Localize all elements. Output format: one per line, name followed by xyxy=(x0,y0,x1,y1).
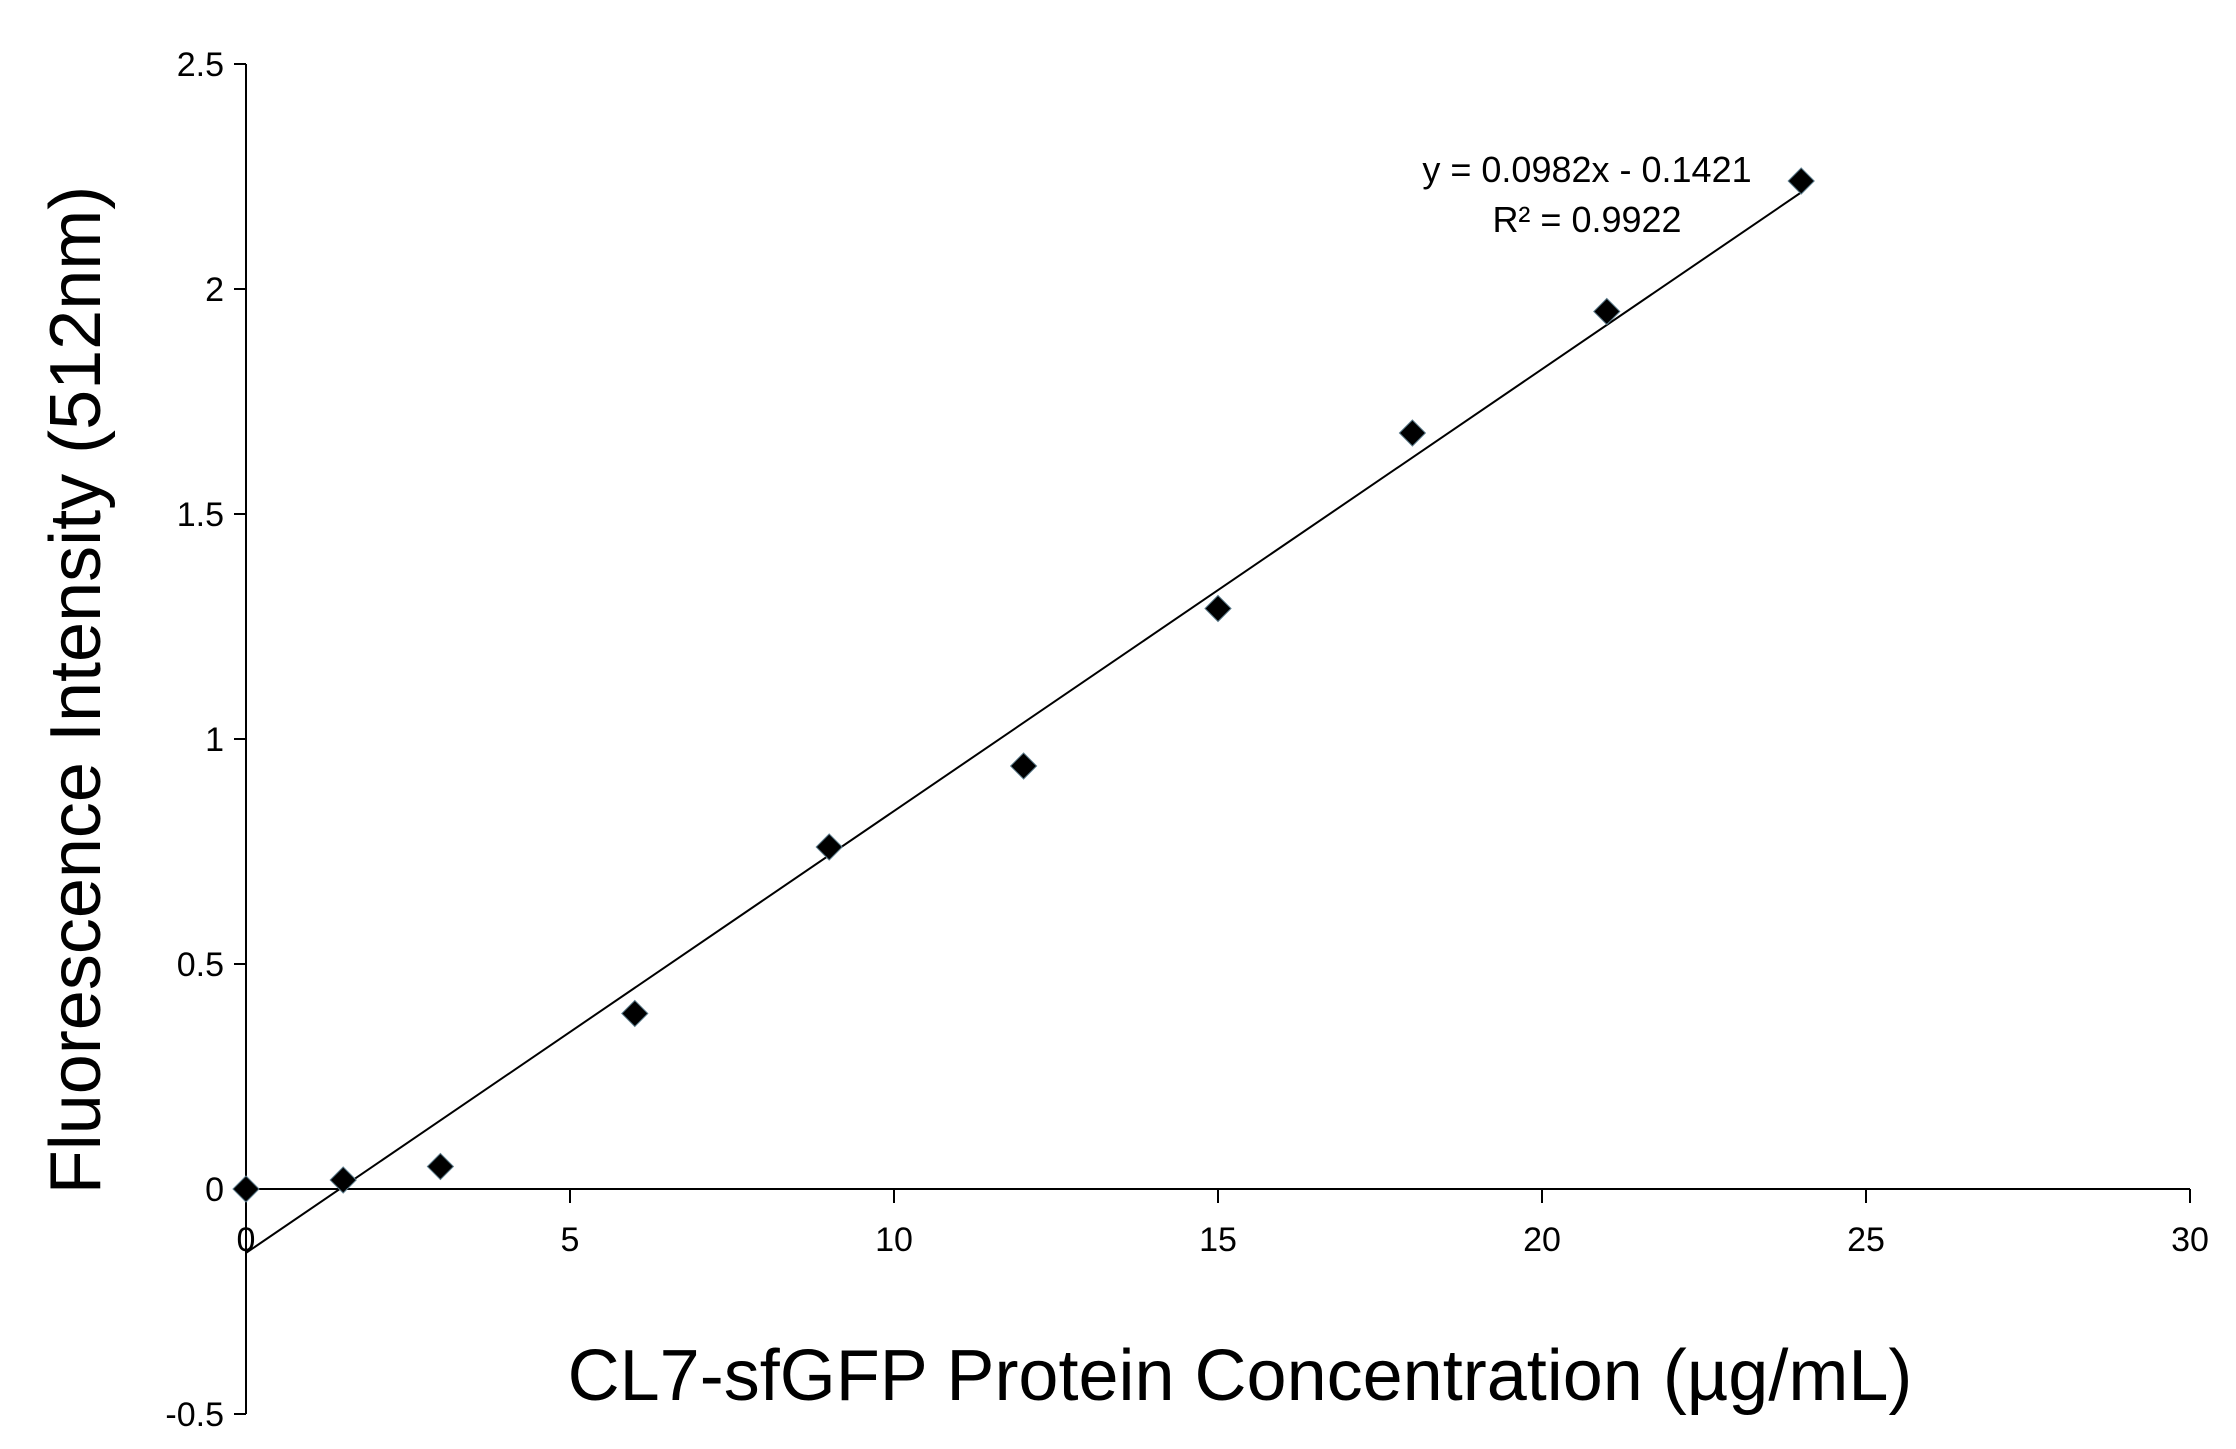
data-point xyxy=(1009,752,1038,780)
y-tick-label: 2 xyxy=(205,271,224,309)
y-tick-label: 0 xyxy=(205,1171,224,1209)
y-axis-title: Fluorescence Intensity (512nm) xyxy=(36,186,116,1194)
data-point xyxy=(815,833,843,861)
x-tick-label: 0 xyxy=(237,1221,256,1259)
x-tick-label: 25 xyxy=(1847,1221,1885,1259)
axes-layer xyxy=(245,64,2190,1414)
y-tick-label: 1.5 xyxy=(177,496,224,534)
y-tick-label: 1 xyxy=(205,721,224,759)
points-layer xyxy=(232,167,1815,1203)
data-point xyxy=(426,1152,455,1181)
data-point xyxy=(232,1175,260,1203)
trendline xyxy=(245,191,1802,1254)
x-tick-label: 30 xyxy=(2171,1221,2209,1259)
x-tick-label: 10 xyxy=(875,1221,913,1259)
x-tick-label: 15 xyxy=(1199,1221,1237,1259)
x-tick-label: 5 xyxy=(561,1221,580,1259)
trendline-equation: y = 0.0982x - 0.1421 xyxy=(1422,149,1751,190)
data-point xyxy=(1204,594,1232,623)
data-point xyxy=(1787,167,1815,195)
x-tick-label: 20 xyxy=(1523,1221,1561,1259)
data-point xyxy=(1398,419,1427,447)
data-point xyxy=(1593,297,1621,326)
data-point xyxy=(621,999,649,1028)
trendline-r2: R² = 0.9922 xyxy=(1492,199,1681,240)
trendline-layer xyxy=(245,191,1802,1254)
y-tick-label: 0.5 xyxy=(177,946,224,984)
y-tick-label: 2.5 xyxy=(177,46,224,84)
data-point xyxy=(329,1166,357,1194)
ticks-layer: -0.5 0 0.5 1 1.5 2 2.5 0 5 10 15 20 25 30 xyxy=(165,46,2209,1434)
x-axis-title: CL7-sfGFP Protein Concentration (µg/mL) xyxy=(568,1336,1913,1416)
y-tick-label: -0.5 xyxy=(165,1396,224,1434)
